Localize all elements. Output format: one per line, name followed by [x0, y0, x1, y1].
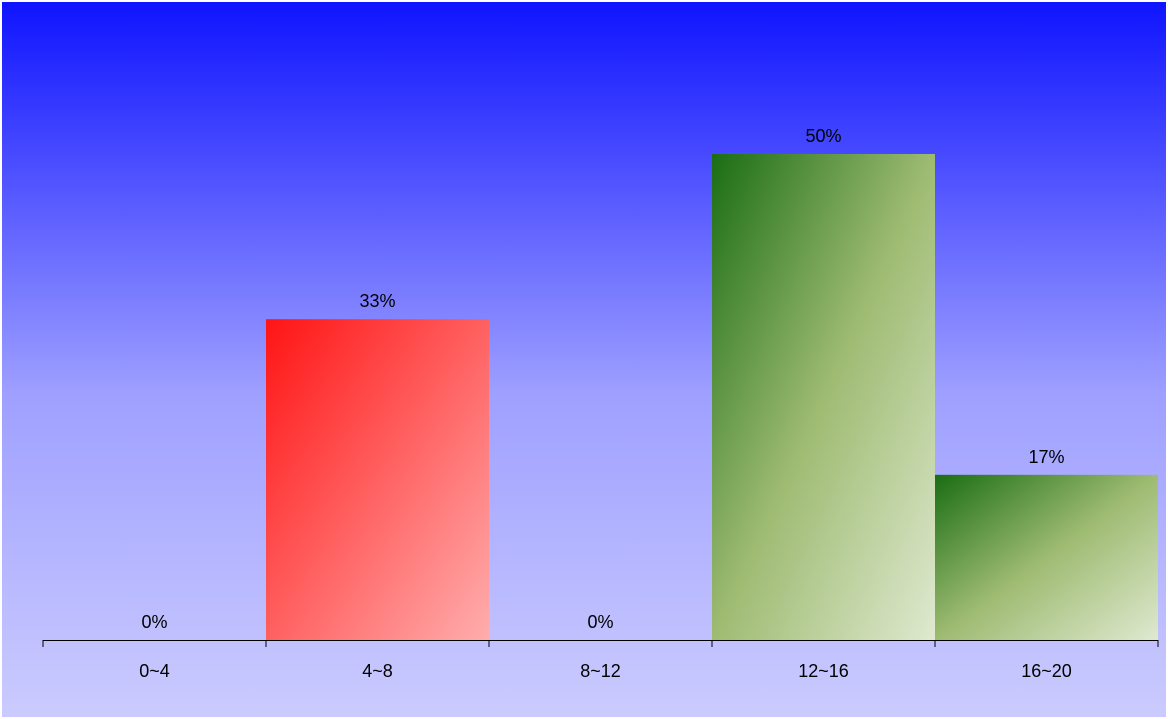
data-label-0~4: 0%	[141, 612, 167, 632]
x-tick-label-4~8: 4~8	[362, 661, 393, 681]
x-tick-label-12~16: 12~16	[798, 661, 849, 681]
bar-4~8	[266, 319, 489, 640]
x-tick-label-16~20: 16~20	[1021, 661, 1072, 681]
data-label-8~12: 0%	[587, 612, 613, 632]
x-tick-label-0~4: 0~4	[139, 661, 170, 681]
data-label-4~8: 33%	[359, 291, 395, 311]
bars-layer	[266, 154, 1158, 640]
data-label-12~16: 50%	[805, 126, 841, 146]
data-labels-layer: 0% 33% 0% 50% 17%	[141, 126, 1064, 632]
bar-16~20	[935, 474, 1158, 640]
bar-12~16	[712, 154, 935, 640]
x-axis: 0~4 4~8 8~12 12~16 16~20	[42, 640, 1159, 681]
x-tick-label-8~12: 8~12	[580, 661, 621, 681]
data-label-16~20: 17%	[1028, 447, 1064, 467]
